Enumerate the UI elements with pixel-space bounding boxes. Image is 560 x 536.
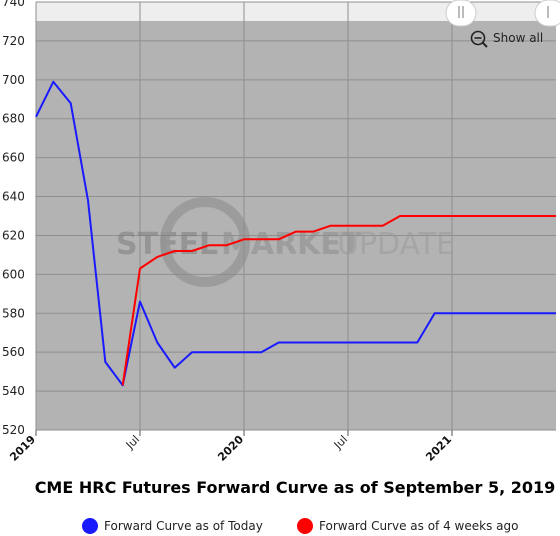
zoom-out-icon <box>470 30 488 48</box>
y-tick-label: 600 <box>2 267 25 281</box>
x-tick-label: 2021 <box>423 433 454 464</box>
y-tick-label: 620 <box>2 228 25 242</box>
show-all-label: Show all <box>493 31 543 45</box>
y-tick-label: 580 <box>2 306 25 320</box>
watermark-update: UPDATE <box>337 227 455 262</box>
legend-label[interactable]: Forward Curve as of 4 weeks ago <box>319 519 518 533</box>
y-tick-label: 640 <box>2 190 25 204</box>
y-tick-label: 740 <box>2 0 25 9</box>
legend-label[interactable]: Forward Curve as of Today <box>104 519 263 533</box>
y-axis-ticks: 520 540 560 580 600 620 640 660 680 700 720 740 <box>2 0 25 437</box>
y-tick-label: 720 <box>2 34 25 48</box>
y-tick-label: 520 <box>2 423 25 437</box>
grid-lines <box>35 1 556 431</box>
chart-title: CME HRC Futures Forward Curve as of Sept… <box>35 478 556 497</box>
series-line-4-weeks-ago <box>121 215 556 386</box>
legend-marker <box>82 518 98 534</box>
y-tick-label: 680 <box>2 112 25 126</box>
y-tick-label: 700 <box>2 73 25 87</box>
x-tick-label: 2019 <box>7 433 38 464</box>
legend: Forward Curve as of Today Forward Curve a… <box>82 518 518 534</box>
watermark-steel: STEEL <box>116 227 218 262</box>
x-tick-label: 2020 <box>215 433 246 464</box>
navigator-handle[interactable] <box>445 0 560 27</box>
x-tick-label: Jul <box>123 433 142 452</box>
watermark-logo: STEEL MARKET UPDATE <box>116 197 455 287</box>
navigator-strip[interactable] <box>36 2 556 21</box>
x-axis-ticks: 2019 Jul 2020 Jul 2021 <box>7 430 454 464</box>
show-all-button[interactable]: Show all <box>470 30 544 48</box>
y-tick-label: 560 <box>2 345 25 359</box>
watermark-ring <box>160 197 250 287</box>
x-tick-label: Jul <box>331 433 350 452</box>
series-lines <box>35 80 556 387</box>
y-tick-label: 540 <box>2 384 25 398</box>
y-tick-label: 660 <box>2 151 25 165</box>
legend-marker <box>297 518 313 534</box>
